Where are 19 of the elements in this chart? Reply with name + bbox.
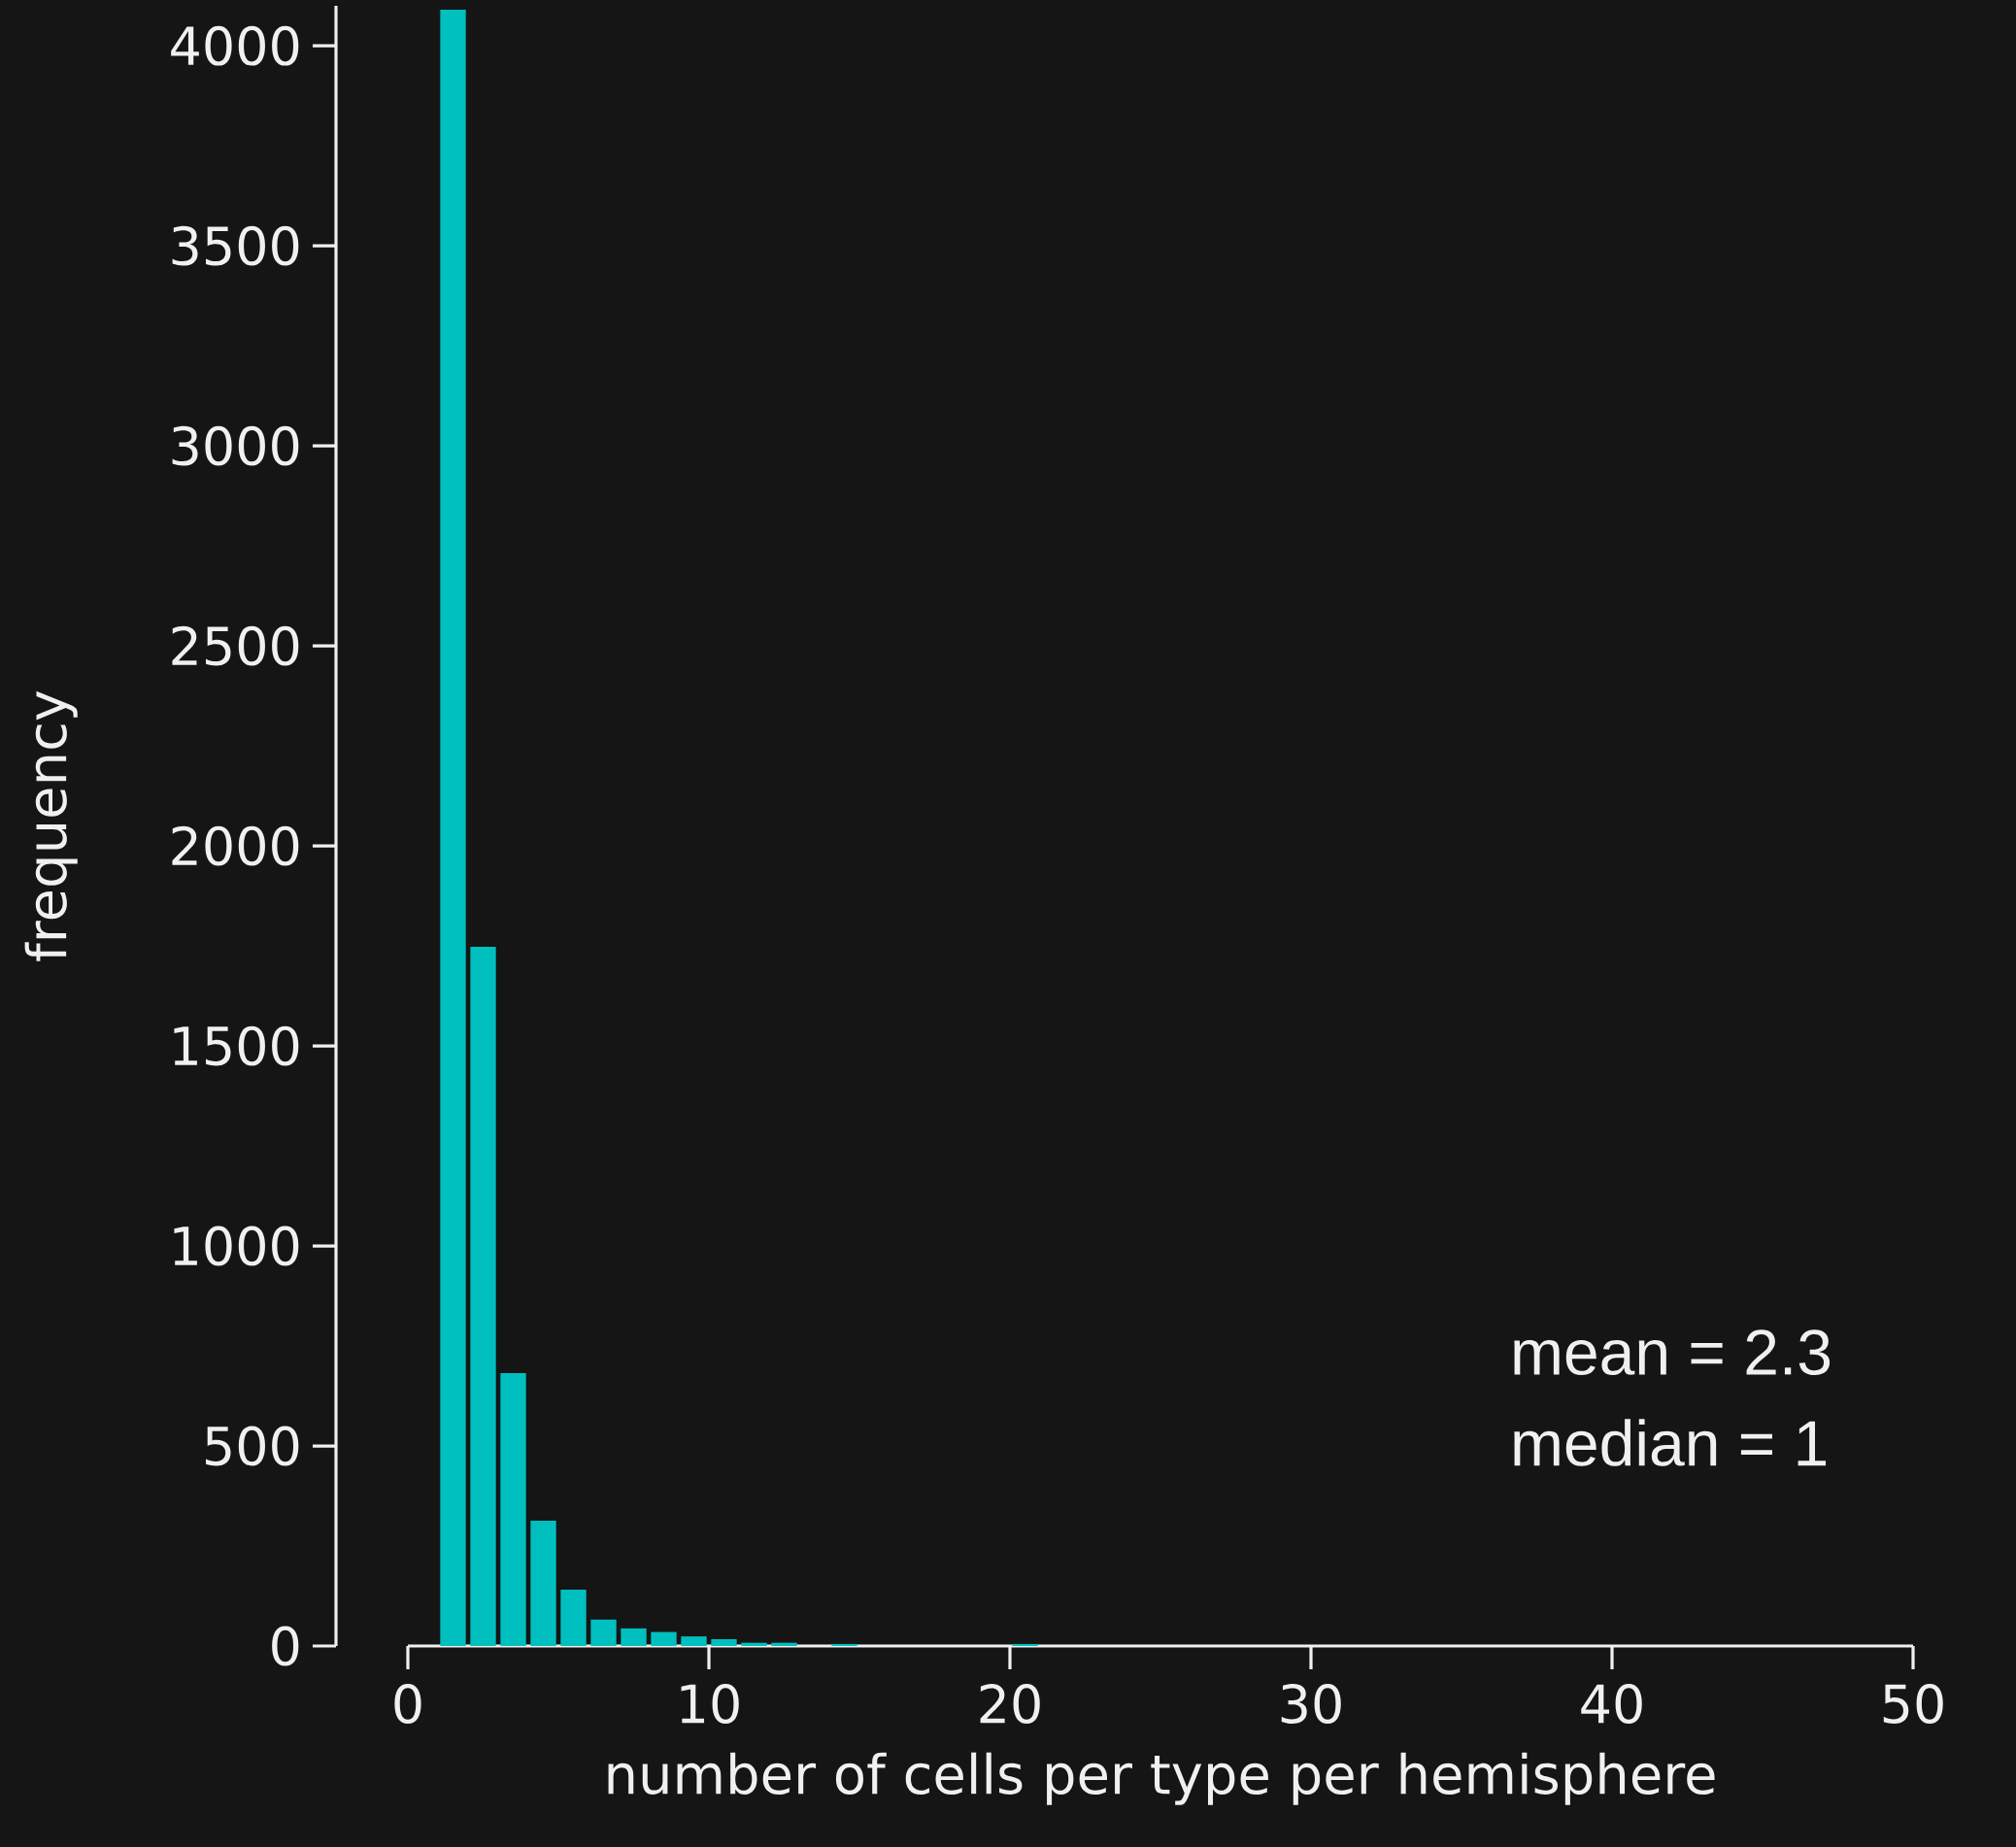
y-tick-label: 2500 [172,625,299,666]
x-tick-label: 40 [1581,1684,1642,1724]
x-tick-label: 20 [980,1684,1040,1724]
annotation: mean = 2.3 [1514,1329,1831,1376]
y-axis-title: frequency [24,690,78,961]
x-tick-label: 0 [394,1684,421,1724]
x-tick-label: 10 [681,1684,739,1724]
y-tick-label: 1000 [174,1226,299,1266]
annotation: median = 1 [1514,1419,1827,1466]
y-tick-label: 1500 [174,1025,299,1066]
y-tick-label: 4000 [171,25,299,66]
y-tick-label: 0 [272,1626,299,1666]
x-tick-label: 50 [1883,1684,1943,1724]
y-tick-label: 2000 [172,825,299,866]
x-tick-label: 30 [1281,1684,1341,1724]
x-axis-title: number of cells per type per hemisphere [608,1752,1715,1805]
y-tick-label: 3500 [172,225,299,266]
y-tick-label: 500 [206,1426,299,1466]
y-tick-label: 3000 [172,425,299,466]
